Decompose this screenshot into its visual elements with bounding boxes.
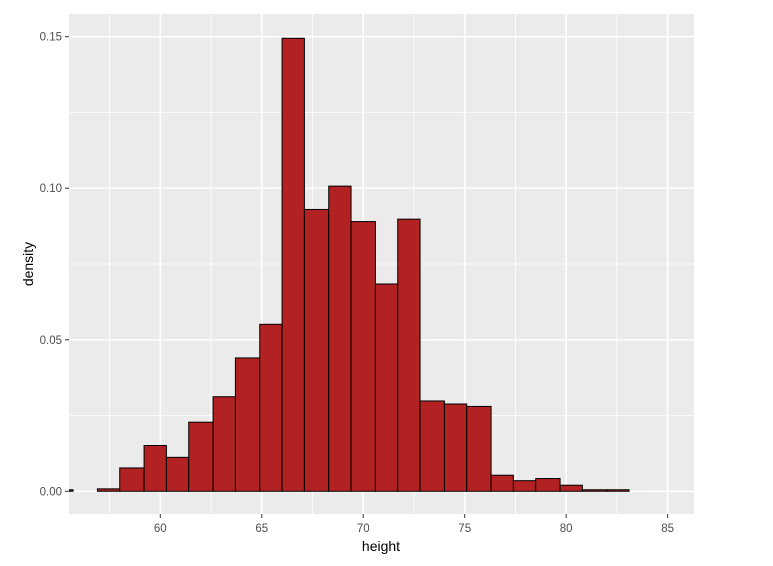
x-axis-title: height xyxy=(362,538,400,554)
x-tick-label: 75 xyxy=(458,523,471,535)
histogram-bar xyxy=(512,480,537,492)
histogram-bar xyxy=(443,403,468,492)
histogram-bar xyxy=(606,489,630,492)
x-tick-label: 60 xyxy=(154,523,167,535)
histogram-bar xyxy=(143,445,167,492)
histogram-bar xyxy=(419,400,445,492)
histogram-bar xyxy=(69,489,74,492)
x-tick-label: 80 xyxy=(560,523,573,535)
histogram-bar xyxy=(535,478,561,492)
histogram-bar xyxy=(559,484,583,492)
histogram-bar xyxy=(397,218,421,492)
histogram-bar xyxy=(188,421,214,492)
histogram-bar xyxy=(96,488,121,492)
x-tick-label: 65 xyxy=(255,523,268,535)
histogram-bar xyxy=(234,357,261,492)
histogram-bar xyxy=(374,283,399,492)
histogram-bar xyxy=(259,323,283,492)
x-tick-label: 70 xyxy=(357,523,370,535)
y-tick-label: 0.05 xyxy=(40,335,62,347)
y-tick-label: 0.10 xyxy=(40,183,62,195)
histogram-bars xyxy=(69,37,630,492)
histogram-bar xyxy=(303,208,330,492)
histogram-bar xyxy=(350,221,376,492)
y-tick-label: 0.00 xyxy=(40,486,62,498)
histogram-bar xyxy=(490,474,514,492)
y-axis: 0.00 0.05 0.10 0.15 xyxy=(40,32,69,498)
histogram-bar xyxy=(212,396,236,492)
y-axis-title: density xyxy=(20,242,36,286)
x-tick-label: 85 xyxy=(661,523,674,535)
histogram-bar xyxy=(165,456,190,492)
histogram-bar xyxy=(581,489,608,492)
x-axis: 60 65 70 75 80 85 xyxy=(154,514,674,535)
histogram-bar xyxy=(466,405,492,492)
y-tick-label: 0.15 xyxy=(40,32,62,44)
histogram-bar xyxy=(328,185,352,492)
histogram-bar xyxy=(281,37,305,492)
histogram-bar xyxy=(119,467,145,492)
